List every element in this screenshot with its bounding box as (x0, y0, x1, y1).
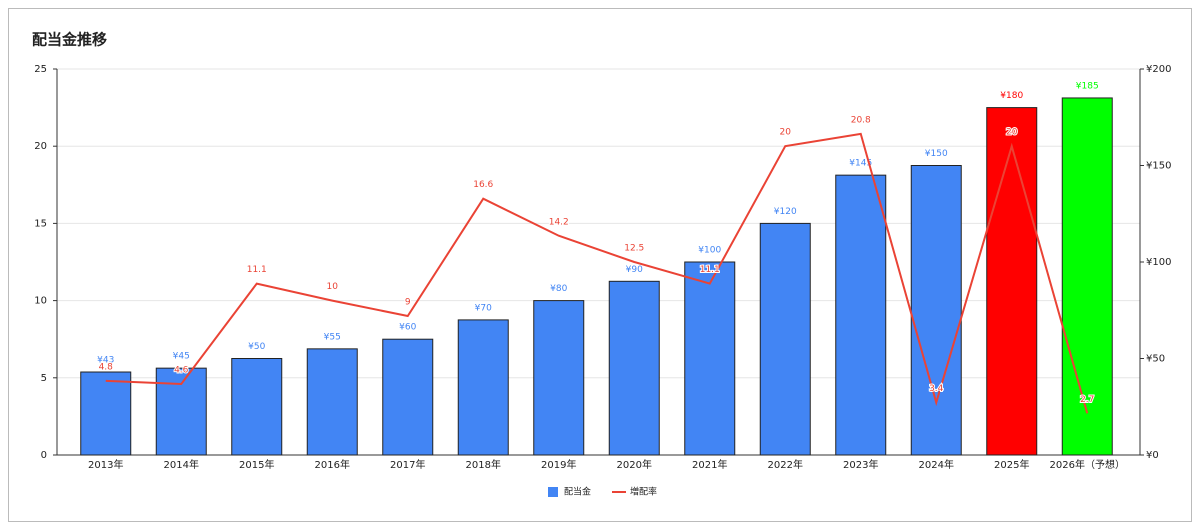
y-tick-label: 25 (34, 64, 47, 75)
bar (533, 300, 585, 456)
bar (759, 222, 811, 456)
y-tick-label: 10 (34, 296, 47, 307)
line (105, 132, 1089, 414)
chart-title: 配当金推移 (32, 31, 107, 49)
y-tick-label: 20 (34, 141, 47, 152)
bar-value-label: ¥43 (97, 356, 114, 366)
bar (835, 174, 887, 456)
y2-tick-label: ¥0 (1146, 450, 1159, 461)
line-value-label: 3.4 (929, 384, 944, 394)
x-tick-label: 2024年 (919, 458, 954, 471)
bar (457, 319, 509, 456)
y-tick-label: 5 (41, 373, 47, 384)
line-value-label: 4.6 (174, 365, 189, 375)
bar (684, 261, 736, 456)
x-tick-label: 2022年 (768, 458, 803, 471)
x-tick-label: 2026年（予想） (1050, 458, 1125, 471)
x-tick-label: 2013年 (88, 458, 123, 471)
x-tick-label: 2017年 (390, 458, 425, 471)
bar-value-label: ¥70 (475, 303, 492, 313)
line-value-label: 4.8 (99, 362, 114, 372)
line-value-label: 11.1 (247, 265, 267, 275)
bar-value-label: ¥120 (774, 207, 797, 217)
x-tick-label: 2025年 (994, 458, 1029, 471)
legend-label: 配当金 (564, 486, 591, 498)
bar-value-label: ¥150 (925, 149, 948, 159)
bar-value-label: ¥50 (248, 342, 265, 352)
line-value-label: 14.2 (549, 217, 569, 227)
line-value-label: 12.5 (624, 244, 644, 254)
bar-value-label: ¥45 (173, 352, 190, 362)
x-tick-label: 2023年 (843, 458, 878, 471)
bar-value-label: ¥145 (849, 159, 872, 169)
bar (1061, 97, 1113, 456)
x-tick-label: 2021年 (692, 458, 727, 471)
x-tick-label: 2020年 (617, 458, 652, 471)
x-tick-label: 2014年 (164, 458, 199, 471)
line-value-label: 20.8 (851, 115, 871, 125)
bar (608, 280, 660, 456)
y-tick-label: 0 (41, 450, 47, 461)
y2-tick-label: ¥200 (1146, 64, 1171, 75)
line-value-label: 11.1 (700, 265, 720, 275)
legend-label: 増配率 (630, 486, 657, 498)
x-tick-label: 2019年 (541, 458, 576, 471)
bar (986, 107, 1038, 456)
line-value-label: 20 (780, 128, 792, 138)
bar-value-label: ¥55 (324, 332, 341, 342)
line-value-label: 9 (405, 298, 411, 308)
line-value-label: 16.6 (473, 180, 493, 190)
y2-tick-label: ¥100 (1146, 257, 1171, 268)
bar (306, 348, 358, 456)
bar-value-label: ¥100 (698, 246, 721, 256)
bar-value-label: ¥80 (550, 284, 567, 294)
bar (382, 338, 434, 456)
x-tick-label: 2015年 (239, 458, 274, 471)
bar-value-label: ¥180 (1000, 91, 1023, 101)
line-value-label: 2.7 (1080, 395, 1094, 405)
bar (155, 367, 207, 456)
y-tick-label: 15 (34, 218, 47, 229)
line-value-label: 20 (1006, 128, 1018, 138)
y2-tick-label: ¥50 (1146, 354, 1165, 365)
bar (910, 165, 962, 456)
bar-value-label: ¥60 (399, 323, 416, 333)
bar (80, 371, 132, 456)
y2-tick-label: ¥150 (1146, 161, 1171, 172)
x-tick-label: 2018年 (466, 458, 501, 471)
legend-swatch (548, 487, 558, 497)
line-value-label: 10 (327, 282, 339, 292)
bar (231, 358, 283, 456)
x-tick-label: 2016年 (315, 458, 350, 471)
bar-value-label: ¥90 (626, 265, 643, 275)
bar-value-label: ¥185 (1076, 81, 1099, 91)
